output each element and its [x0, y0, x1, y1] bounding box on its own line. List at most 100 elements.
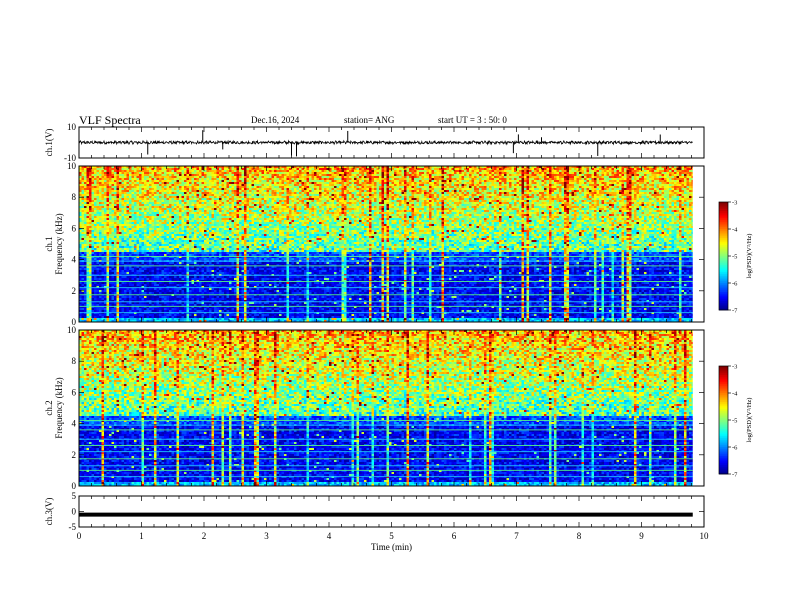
- spectrogram-cell: [612, 172, 615, 174]
- spectrogram-cell: [482, 168, 485, 170]
- spectrogram-cell: [312, 190, 315, 192]
- spectrogram-cell: [669, 176, 672, 178]
- spectrogram-cell: [519, 184, 522, 186]
- spectrogram-cell: [579, 170, 582, 172]
- spectrogram-cell: [489, 170, 492, 172]
- spectrogram-cell: [202, 178, 205, 180]
- spectrogram-cell: [387, 188, 390, 190]
- spectrogram-cell: [594, 168, 597, 170]
- spectrogram-cell: [497, 176, 500, 178]
- spectrogram-cell: [297, 184, 300, 186]
- spectrogram-cell: [599, 182, 602, 184]
- spectrogram-cell: [127, 190, 130, 192]
- spectrogram-cell: [437, 168, 440, 170]
- spectrogram-cell: [407, 176, 410, 178]
- spectrogram-cell: [184, 180, 187, 182]
- spectrogram-cell: [169, 172, 172, 174]
- spectrogram-cell: [134, 190, 137, 192]
- spectrogram-cell: [149, 180, 152, 182]
- spectrogram-cell: [664, 174, 667, 176]
- spectrogram-cell: [142, 172, 145, 174]
- spectrogram-cell: [189, 180, 192, 182]
- spectrogram-cell: [497, 178, 500, 180]
- spectrogram-cell: [509, 172, 512, 174]
- spectrogram-cell: [569, 184, 572, 186]
- spectrogram-cell: [499, 182, 502, 184]
- spectrogram-cell: [117, 176, 120, 178]
- spectrogram-cell: [557, 168, 560, 170]
- spectrogram-cell: [304, 180, 307, 182]
- spectrogram-cell: [382, 170, 385, 172]
- spectrogram-cell: [527, 188, 530, 190]
- spectrogram-cell: [364, 186, 367, 188]
- spectrogram-cell: [549, 188, 552, 190]
- spectrogram-cell: [217, 184, 220, 186]
- spectrogram-cell: [417, 186, 420, 188]
- spectrogram-cell: [444, 178, 447, 180]
- spectrogram-cell: [564, 170, 567, 172]
- spectrogram-cell: [282, 186, 285, 188]
- spectrogram-cell: [602, 170, 605, 172]
- spectrogram-cell: [399, 174, 402, 176]
- spectrogram-cell: [204, 172, 207, 174]
- spectrogram-cell: [217, 174, 220, 176]
- spectrogram-cell: [597, 168, 600, 170]
- spectrogram-cell: [109, 186, 112, 188]
- spectrogram-cell: [92, 188, 95, 190]
- spectrogram-cell: [254, 174, 257, 176]
- spectrogram-cell: [157, 178, 160, 180]
- spectrogram-cell: [659, 182, 662, 184]
- spectrogram-cell: [304, 168, 307, 170]
- spectrogram-cell: [457, 176, 460, 178]
- spectrogram-cell: [654, 172, 657, 174]
- spectrogram-cell: [107, 184, 110, 186]
- spectrogram-cell: [199, 186, 202, 188]
- spectrogram-cell: [282, 170, 285, 172]
- spectrogram-cell: [192, 188, 195, 190]
- spectrogram-cell: [597, 188, 600, 190]
- spectrogram-cell: [339, 180, 342, 182]
- spectrogram-cell: [274, 182, 277, 184]
- spectrogram-cell: [347, 178, 350, 180]
- spectrogram-cell: [537, 186, 540, 188]
- spectrogram-cell: [397, 178, 400, 180]
- spectrogram-cell: [599, 170, 602, 172]
- spectrogram-cell: [502, 170, 505, 172]
- spectrogram-cell: [334, 180, 337, 182]
- spectrogram-cell: [657, 172, 660, 174]
- spectrogram-cell: [442, 174, 445, 176]
- spectrogram-cell: [294, 178, 297, 180]
- spectrogram-cell: [652, 178, 655, 180]
- spectrogram-cell: [219, 186, 222, 188]
- spectrogram-cell: [237, 186, 240, 188]
- spectrogram-cell: [127, 180, 130, 182]
- spectrogram-cell: [564, 178, 567, 180]
- spectrogram-cell: [92, 176, 95, 178]
- spectrogram-cell: [347, 190, 350, 192]
- spectrogram-cell: [592, 172, 595, 174]
- spectrogram-cell: [514, 186, 517, 188]
- spectrogram-cell: [689, 180, 692, 182]
- spectrogram-cell: [502, 180, 505, 182]
- spectrogram-cell: [687, 170, 690, 172]
- spectrogram-cell: [114, 188, 117, 190]
- spectrogram-cell: [352, 172, 355, 174]
- spectrogram-cell: [209, 176, 212, 178]
- spectrogram-cell: [229, 188, 232, 190]
- spectrogram-cell: [84, 174, 87, 176]
- spectrogram-cell: [209, 190, 212, 192]
- spectrogram-cell: [429, 186, 432, 188]
- spectrogram-cell: [132, 168, 135, 170]
- spectrogram-cell: [642, 176, 645, 178]
- spectrogram-cell: [407, 186, 410, 188]
- spectrogram-cell: [414, 184, 417, 186]
- spectrogram-cell: [289, 186, 292, 188]
- spectrogram-cell: [447, 186, 450, 188]
- spectrogram-cell: [397, 188, 400, 190]
- spectrogram-cell: [629, 184, 632, 186]
- spectrogram-cell: [627, 182, 630, 184]
- spectrogram-cell: [632, 180, 635, 182]
- spectrogram-cell: [322, 188, 325, 190]
- spectrogram-cell: [337, 178, 340, 180]
- spectrogram-cell: [404, 170, 407, 172]
